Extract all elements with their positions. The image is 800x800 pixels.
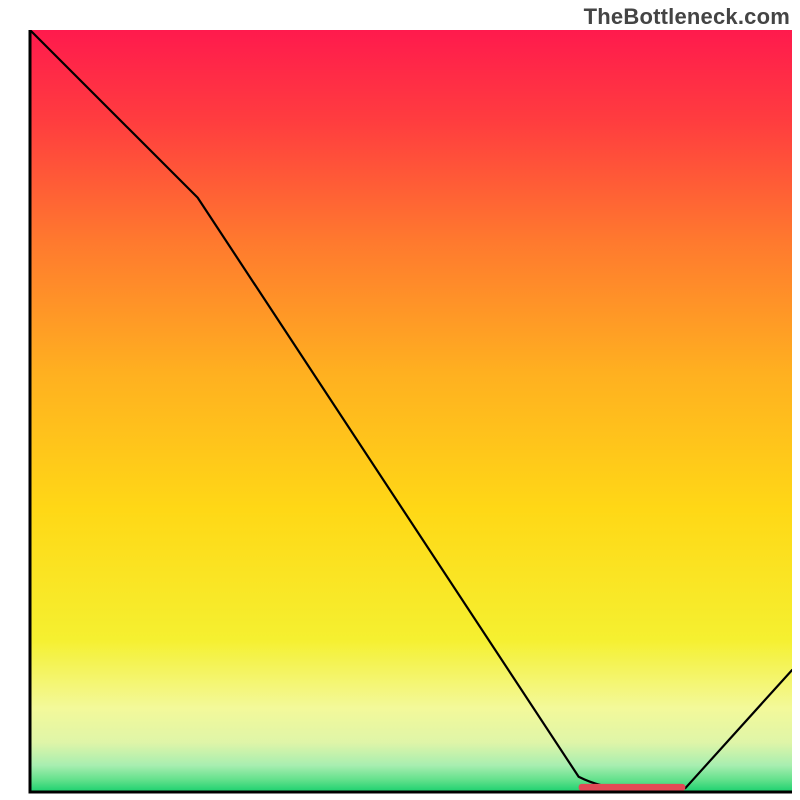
plot-container — [0, 0, 800, 800]
figure-root: TheBottleneck.com — [0, 0, 800, 800]
optimal-range-marker — [579, 784, 686, 791]
bottleneck-chart — [0, 0, 800, 800]
